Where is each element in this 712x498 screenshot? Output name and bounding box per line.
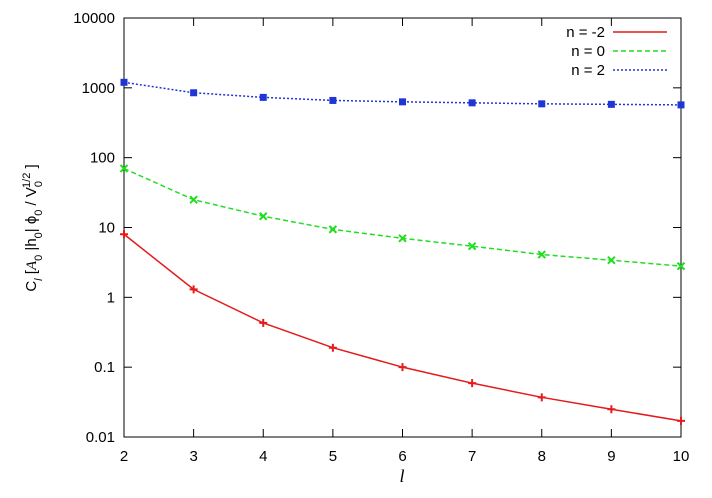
y-label-part: C <box>23 281 40 292</box>
x-tick-label: 6 <box>398 448 406 465</box>
y-axis-label: Cl [A0 |h0| ϕ0 / V01/2 ] <box>21 164 45 291</box>
x-axis-label: l <box>399 466 404 486</box>
marker <box>538 100 546 108</box>
y-label-part: A <box>24 260 40 271</box>
series-line <box>123 167 682 267</box>
x-tick-label: 10 <box>673 448 690 465</box>
y-label-part: ] <box>23 164 40 172</box>
marker <box>119 164 129 173</box>
y-label-part: / V <box>23 187 40 210</box>
marker <box>329 96 337 104</box>
marker <box>189 285 198 294</box>
series-line <box>123 81 682 106</box>
y-tick-label: 10 <box>98 220 115 237</box>
y-label-part: l <box>33 278 45 281</box>
y-label-part: 1/2 <box>21 173 33 188</box>
marker <box>468 379 477 388</box>
marker <box>259 212 268 221</box>
marker <box>259 318 268 327</box>
marker <box>189 195 198 204</box>
y-tick-label: 1 <box>107 289 115 306</box>
y-label-part: | ϕ <box>23 216 40 232</box>
y-label-part: 0 <box>33 232 45 238</box>
x-tick-label: 3 <box>189 448 197 465</box>
legend-label[interactable]: n = 2 <box>571 62 605 79</box>
marker <box>120 78 128 86</box>
y-tick-label: 1000 <box>82 80 115 97</box>
legend-label[interactable]: n = 0 <box>571 43 605 60</box>
marker <box>398 363 407 372</box>
y-tick-label: 0.1 <box>94 359 115 376</box>
marker <box>676 261 686 271</box>
marker <box>259 93 267 101</box>
y-label-part: 0 <box>33 210 45 216</box>
x-tick-label: 8 <box>538 448 546 465</box>
marker <box>467 241 477 251</box>
marker <box>190 89 198 97</box>
y-label-part: 0 <box>33 181 45 187</box>
marker <box>399 98 406 106</box>
x-tick-label: 5 <box>329 448 337 465</box>
legend-label[interactable]: n = -2 <box>566 24 605 41</box>
marker <box>607 405 616 414</box>
marker <box>468 99 476 107</box>
y-label-part: |h <box>23 238 40 254</box>
y-tick-label: 100 <box>90 150 115 167</box>
series-line <box>123 233 682 422</box>
y-label-part: 0 <box>33 255 45 261</box>
marker <box>607 100 615 108</box>
y-tick-label: 0.01 <box>86 429 115 446</box>
marker <box>537 250 546 259</box>
marker <box>328 225 338 234</box>
marker <box>398 234 407 243</box>
y-tick-label: 10000 <box>73 10 115 27</box>
marker <box>677 101 685 109</box>
marker <box>537 393 546 402</box>
x-tick-label: 4 <box>259 448 267 465</box>
marker <box>328 343 337 352</box>
x-tick-label: 9 <box>607 448 615 465</box>
marker <box>120 230 128 239</box>
y-label-part: [ <box>23 269 40 278</box>
marker <box>607 256 616 265</box>
marker <box>677 416 685 425</box>
plot-frame <box>123 17 682 438</box>
x-tick-label: 2 <box>120 448 128 465</box>
x-tick-label: 7 <box>468 448 476 465</box>
